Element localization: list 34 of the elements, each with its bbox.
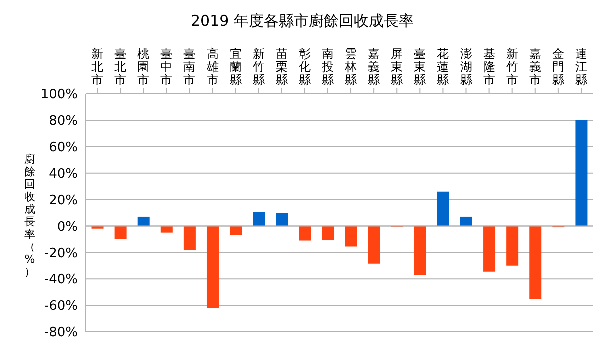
y-tick-label: 40% <box>49 166 78 182</box>
y-tick-label: -80% <box>44 326 78 340</box>
x-tick-label: 苗栗縣 <box>276 47 288 87</box>
x-tick-label: 花蓮縣 <box>437 47 450 87</box>
y-tick-label: 80% <box>49 114 78 130</box>
x-tick-label: 臺中市 <box>160 47 173 87</box>
x-tick-label: 新竹縣 <box>252 47 265 87</box>
x-tick-label: 南投縣 <box>320 47 334 87</box>
x-tick-label: 基隆市 <box>483 47 496 87</box>
y-tick-label: 20% <box>49 193 78 208</box>
x-tick-label: 金門縣 <box>552 47 564 87</box>
x-tick-label: 高雄市 <box>206 47 219 87</box>
y-tick-label: -40% <box>44 272 78 288</box>
text: 廚餘回收成長率（%） <box>24 153 36 278</box>
y-tick-label: 100% <box>40 88 78 103</box>
x-tick-label: 新北市 <box>92 47 104 87</box>
x-tick-label: 彰化縣 <box>298 47 311 87</box>
x-tick-label: 臺東縣 <box>414 47 426 87</box>
x-tick-label: 澎湖縣 <box>460 47 472 87</box>
y-tick-label: -60% <box>44 299 78 314</box>
x-tick-label: 屏東縣 <box>391 47 404 87</box>
y-tick-label: 0% <box>57 220 78 235</box>
x-tick-label: 臺北市 <box>114 47 127 87</box>
x-tick-label: 宜蘭縣 <box>230 47 242 87</box>
x-tick-label: 雲林縣 <box>344 47 358 87</box>
y-tick-label: -20% <box>44 246 78 262</box>
x-tick-label: 嘉義縣 <box>368 47 380 87</box>
x-tick-label: 嘉義市 <box>529 47 542 87</box>
x-tick-label: 連江縣 <box>575 47 588 87</box>
x-tick-label: 新竹市 <box>506 47 518 87</box>
x-tick-label: 臺南市 <box>184 47 196 87</box>
y-tick-label: 60% <box>49 140 78 156</box>
x-tick-label: 桃園市 <box>138 47 150 87</box>
chart-title: 2019 年度各縣市廚餘回收成長率 <box>190 11 415 32</box>
